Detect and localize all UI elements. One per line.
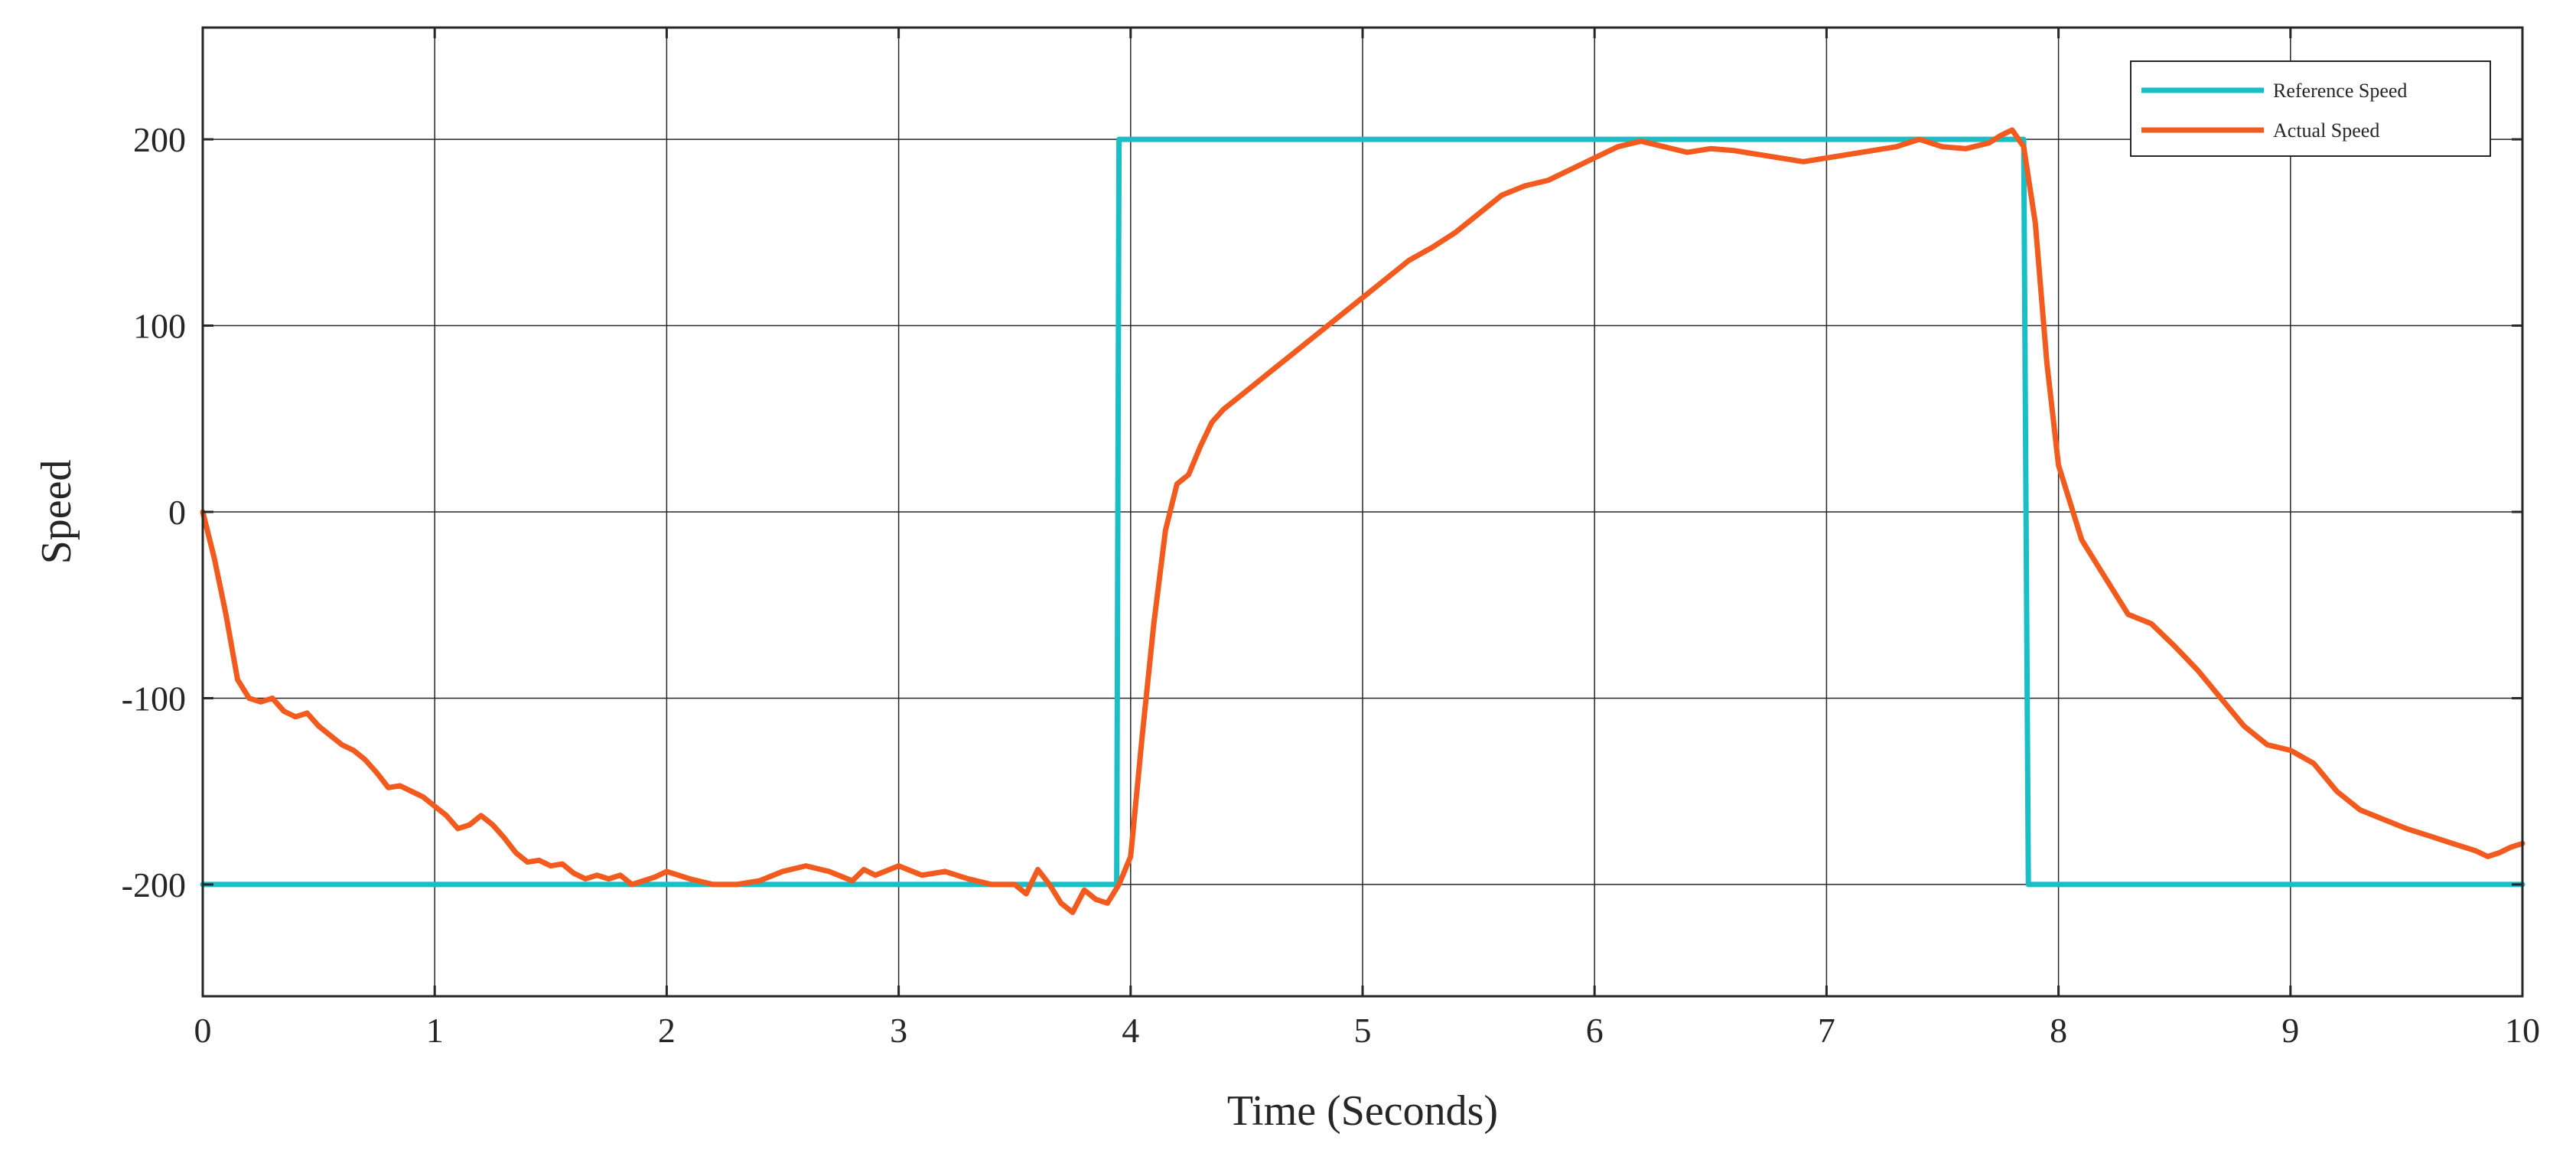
x-tick-label: 5 [1354,1011,1372,1050]
y-tick-label: -200 [122,865,186,904]
y-axis-label: Speed [33,460,80,565]
series-layer [200,127,2526,915]
x-tick-label: 8 [2050,1011,2067,1050]
x-tick-label: 2 [658,1011,676,1050]
legend-label-reference-speed: Reference Speed [2273,80,2407,102]
x-tick-label: 6 [1586,1011,1604,1050]
y-tick-label: 200 [133,120,186,159]
x-tick-label: 1 [426,1011,444,1050]
legend-label-actual-speed: Actual Speed [2273,119,2379,142]
x-tick-label: 7 [1818,1011,1835,1050]
y-tick-label: -100 [122,679,186,718]
x-axis-label: Time (Seconds) [1227,1087,1498,1135]
ticks: 0 1 2 3 4 5 6 7 8 9 10 -200 -100 0 100 200 [122,28,2540,1050]
x-tick-label: 3 [890,1011,907,1050]
legend-box [2130,60,2491,157]
legend: Reference Speed Actual Speed [2130,60,2491,157]
series-line-reference-speed [200,136,2526,888]
x-tick-label: 0 [194,1011,212,1050]
x-tick-label: 10 [2505,1011,2540,1050]
x-tick-label: 4 [1122,1011,1139,1050]
series-line-actual-speed [200,127,2526,915]
x-tick-label: 9 [2281,1011,2299,1050]
y-tick-label: 100 [133,307,186,346]
y-tick-label: 0 [168,493,186,532]
